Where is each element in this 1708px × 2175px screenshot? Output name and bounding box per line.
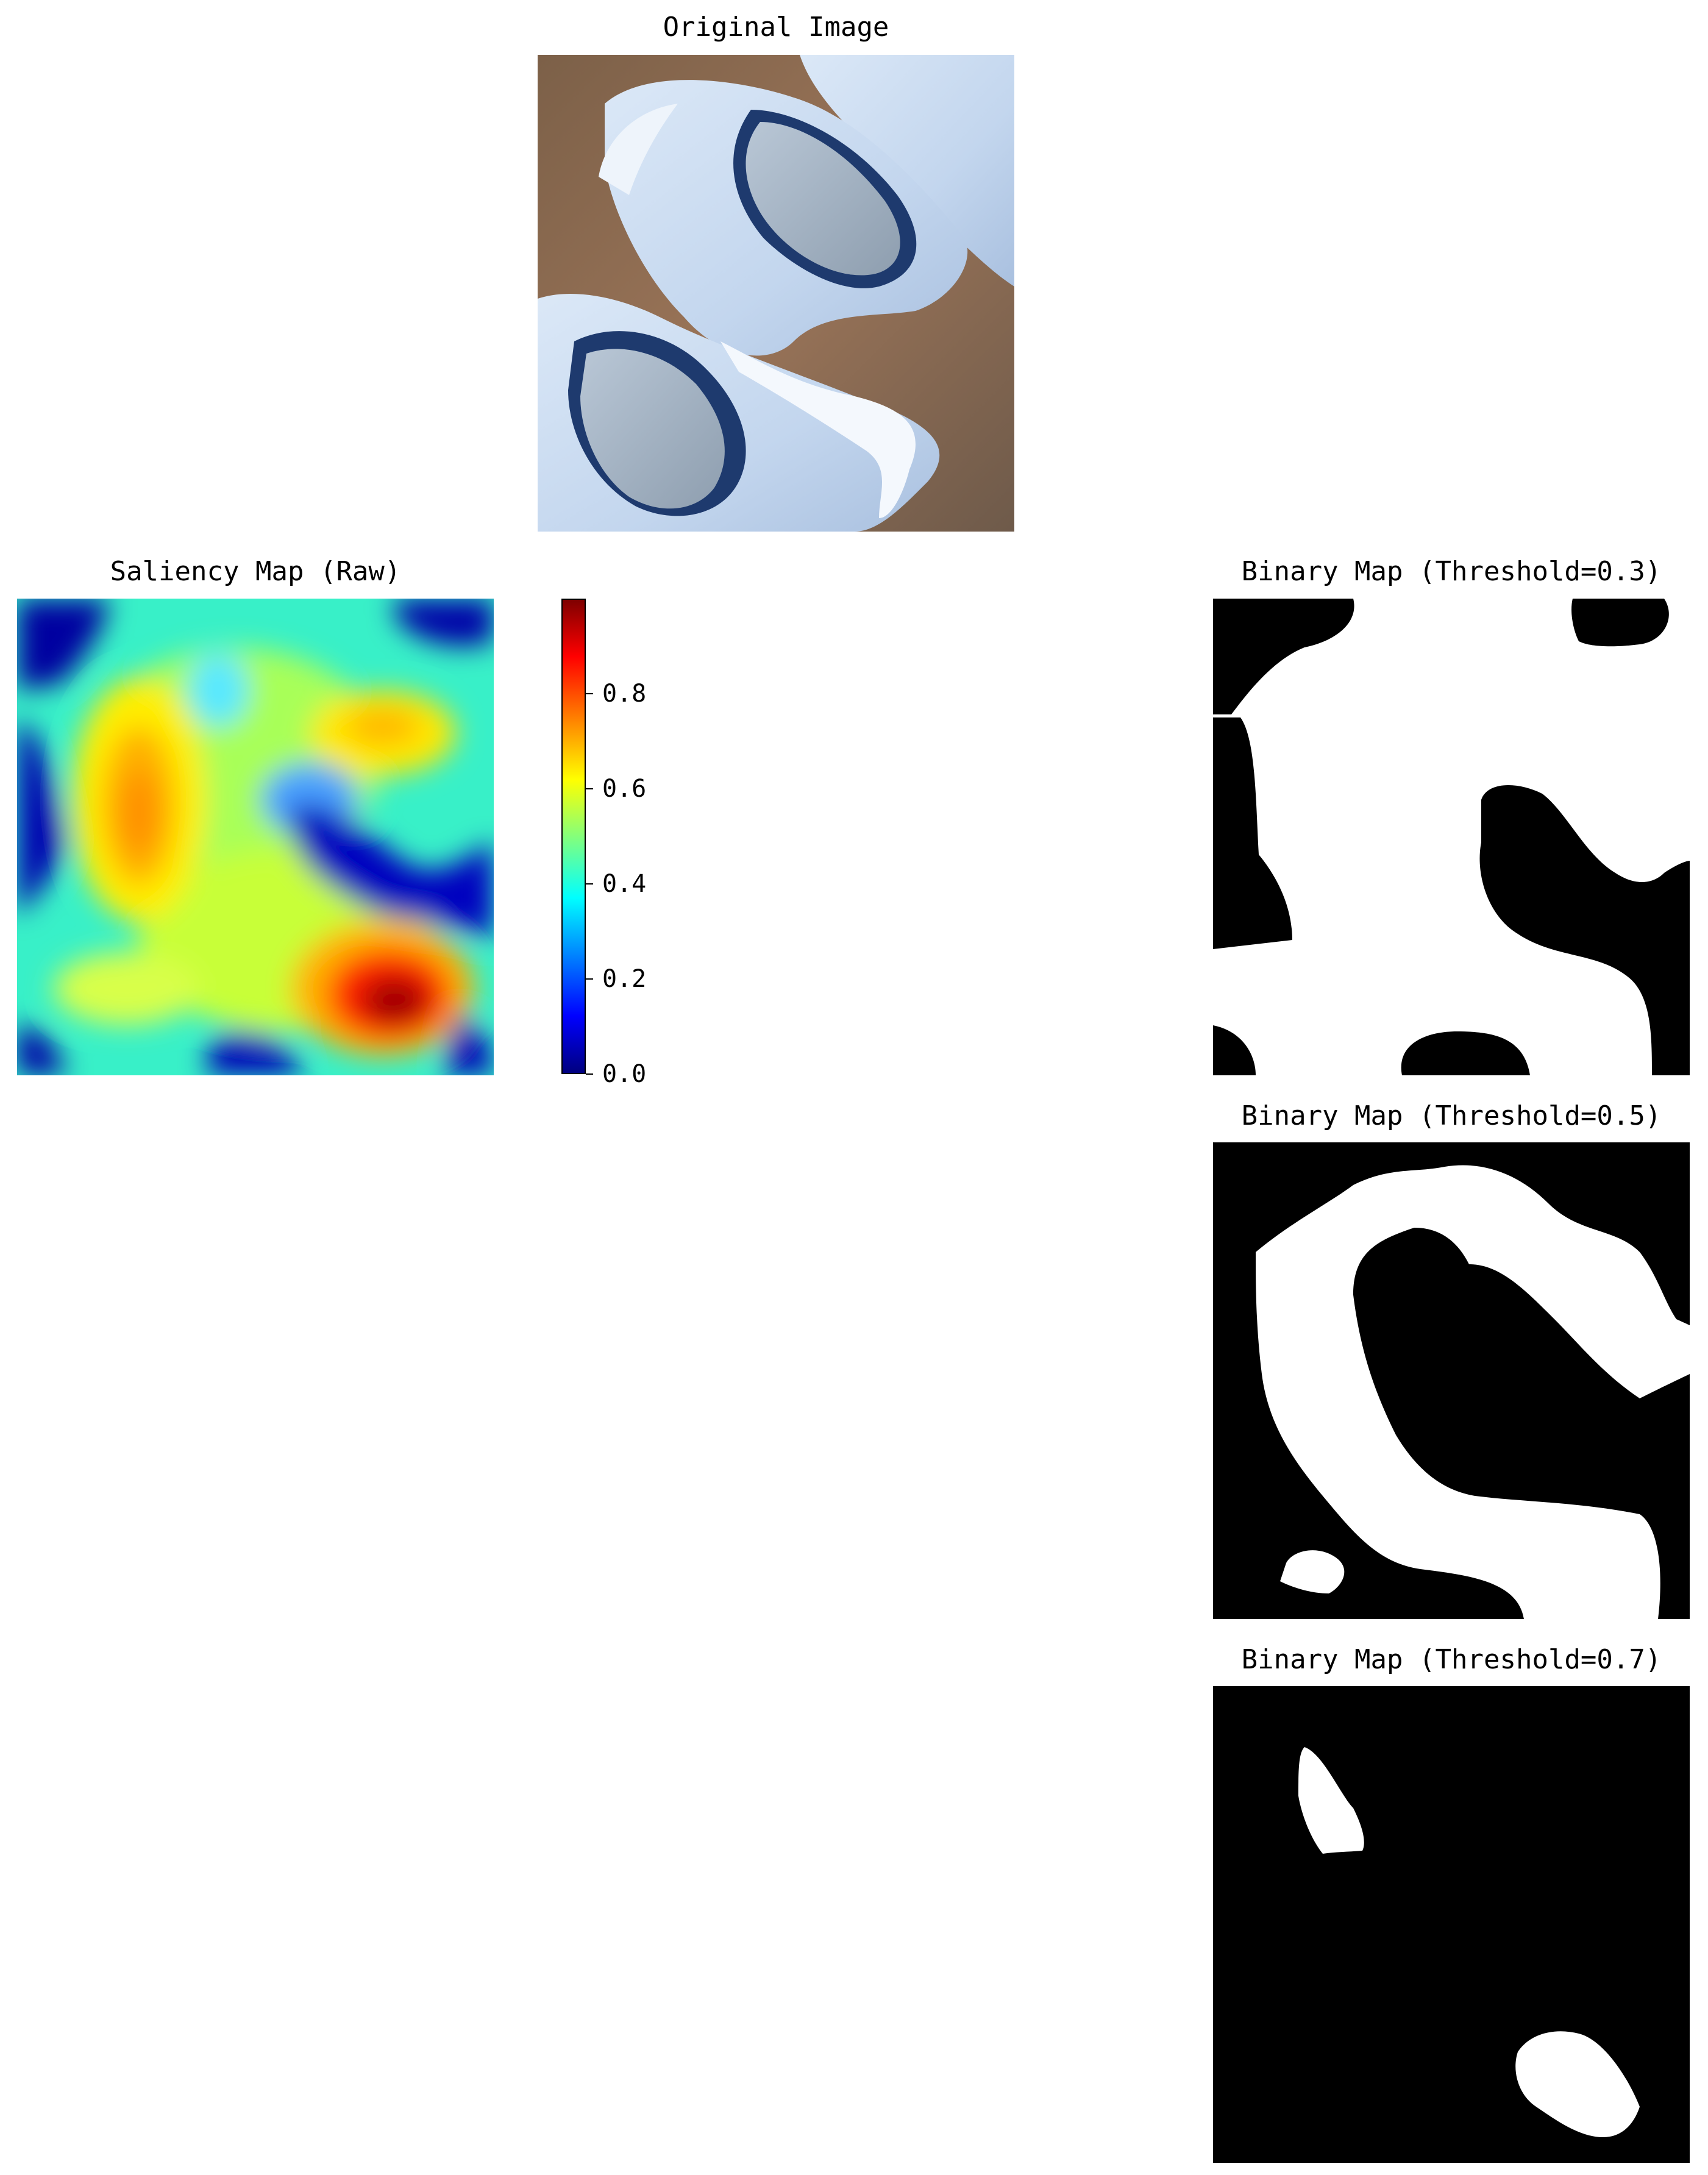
colorbar-tick: [586, 1073, 593, 1075]
original-image: [538, 55, 1014, 532]
original-image-title: Original Image: [663, 12, 889, 43]
colorbar-tick-label: 0.6: [602, 775, 647, 803]
binary-map-03: [1213, 599, 1690, 1075]
colorbar-tick-label: 0.8: [602, 680, 647, 708]
colorbar-tick-label: 0.4: [602, 870, 647, 898]
saliency-map-title: Saliency Map (Raw): [110, 556, 401, 587]
binary-map-05-title: Binary Map (Threshold=0.5): [1241, 1100, 1662, 1131]
colorbar: [561, 599, 586, 1074]
colorbar-tick-label: 0.2: [602, 965, 647, 993]
saliency-map: [17, 599, 494, 1075]
colorbar-tick: [586, 883, 593, 885]
colorbar-tick: [586, 788, 593, 789]
colorbar-tick: [586, 693, 593, 694]
binary-map-03-title: Binary Map (Threshold=0.3): [1241, 556, 1662, 587]
binary-map-07-title: Binary Map (Threshold=0.7): [1241, 1644, 1662, 1675]
binary-map-05: [1213, 1142, 1690, 1619]
colorbar-tick: [586, 978, 593, 980]
colorbar-tick-label: 0.0: [602, 1060, 647, 1088]
binary-map-07: [1213, 1686, 1690, 2163]
